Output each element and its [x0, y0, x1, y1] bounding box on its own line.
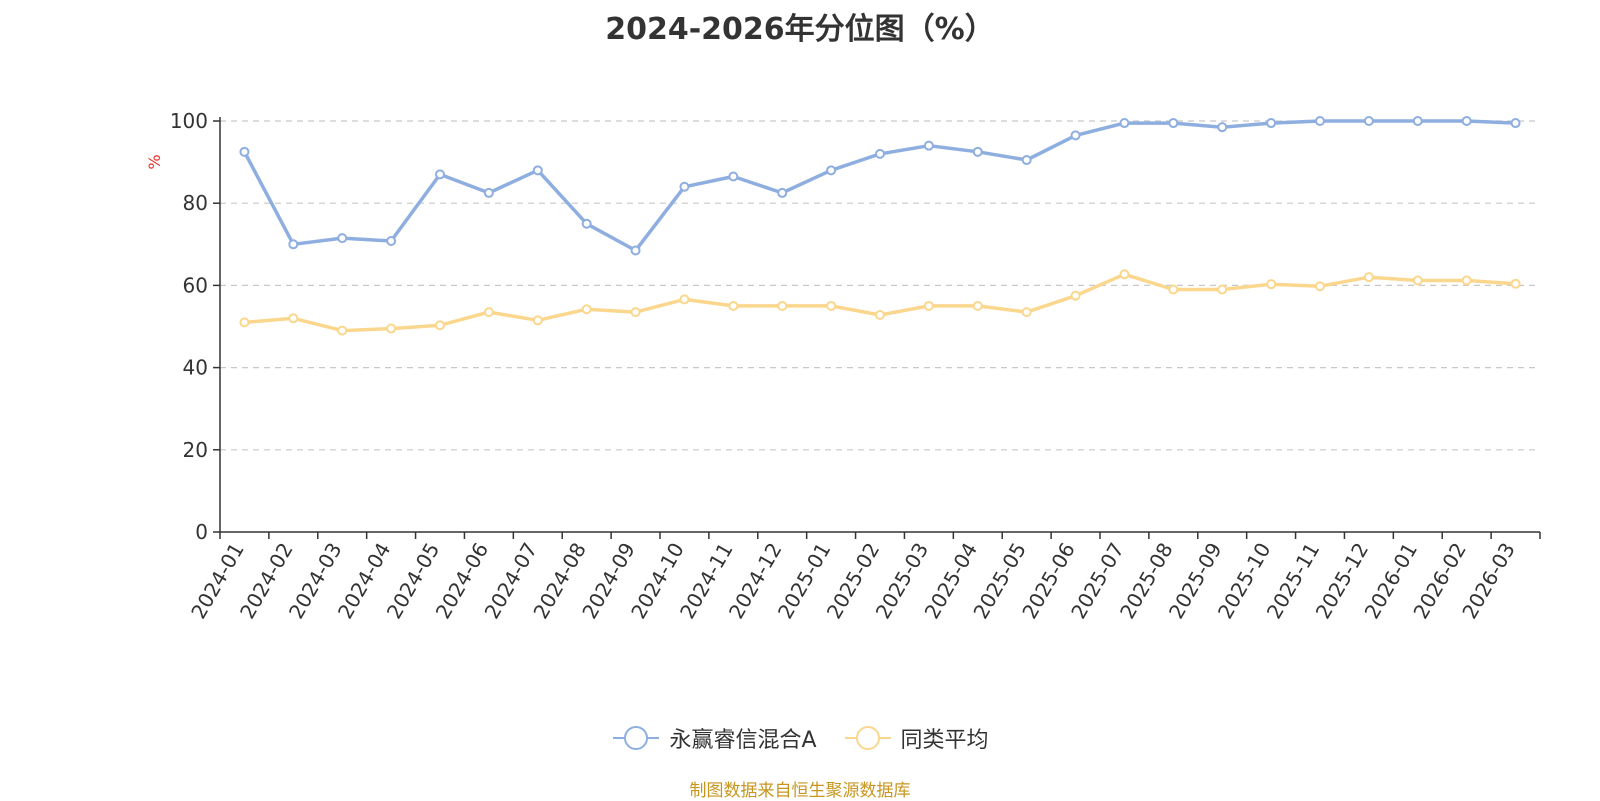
- data-point: [1510, 118, 1521, 129]
- data-point: [826, 300, 837, 311]
- series-line-1: [244, 272, 1516, 333]
- data-point: [386, 323, 397, 334]
- data-point: [483, 187, 494, 198]
- data-point: [1412, 116, 1423, 126]
- legend-marker-icon: [613, 726, 660, 750]
- legend-label: 永赢睿信混合A: [669, 728, 817, 753]
- data-point: [435, 320, 445, 331]
- data-point: [679, 294, 690, 305]
- grid-lines: [220, 120, 1540, 451]
- data-point: [1461, 275, 1472, 286]
- legend-item-0[interactable]: 永赢睿信混合A: [611, 722, 817, 754]
- data-point: [1315, 116, 1325, 126]
- data-point: [1119, 118, 1130, 129]
- ytick-label: 0: [195, 520, 208, 544]
- series-lines: [239, 116, 1521, 336]
- line-chart: 0204060801002024-012024-022024-032024-04…: [145, 109, 1541, 623]
- data-point: [1266, 118, 1277, 129]
- data-point: [1168, 284, 1179, 295]
- data-point: [337, 325, 348, 336]
- series-line-0: [242, 119, 1516, 253]
- data-point: [1119, 269, 1130, 280]
- data-point: [581, 218, 592, 229]
- ytick-label: 80: [183, 191, 208, 215]
- data-point: [630, 307, 641, 318]
- legend-item-1[interactable]: 同类平均: [843, 722, 989, 754]
- data-point: [239, 146, 250, 157]
- data-point: [1070, 290, 1081, 301]
- ytick-label: 20: [183, 438, 208, 462]
- data-point: [630, 245, 641, 256]
- data-point: [1315, 281, 1325, 292]
- data-point: [288, 313, 299, 324]
- data-point: [435, 169, 445, 180]
- data-point: [826, 165, 837, 176]
- ytick-label: 40: [183, 356, 208, 380]
- data-point: [728, 171, 739, 182]
- data-point: [875, 148, 885, 159]
- data-point: [239, 317, 250, 328]
- data-point: [1021, 307, 1032, 318]
- data-point: [1461, 116, 1472, 126]
- axes: 0204060801002024-012024-022024-032024-04…: [170, 109, 1541, 623]
- data-point: [483, 307, 494, 318]
- data-point: [1217, 122, 1228, 133]
- data-point: [532, 315, 543, 326]
- data-point: [972, 146, 983, 157]
- data-point: [875, 309, 885, 320]
- data-point: [1070, 130, 1081, 141]
- data-point: [337, 233, 348, 244]
- data-point: [1363, 272, 1374, 283]
- ytick-label: 100: [170, 109, 208, 133]
- data-point: [777, 187, 788, 198]
- data-point: [679, 181, 690, 192]
- data-point: [923, 140, 934, 151]
- data-point: [1266, 279, 1277, 290]
- data-point: [777, 300, 788, 311]
- legend: 永赢睿信混合A 同类平均: [0, 722, 1600, 754]
- data-point: [386, 236, 397, 247]
- data-point: [1510, 278, 1521, 289]
- data-point: [1217, 284, 1228, 295]
- chart-title: 2024-2026年分位图（%）: [605, 12, 995, 47]
- data-point: [1168, 118, 1179, 129]
- source-note: 制图数据来自恒生聚源数据库: [689, 781, 911, 801]
- legend-label: 同类平均: [900, 728, 989, 753]
- data-point: [1021, 155, 1032, 166]
- y-axis-label: %: [145, 154, 164, 169]
- data-point: [1363, 116, 1374, 126]
- data-point: [923, 300, 934, 311]
- data-point: [532, 165, 543, 176]
- ytick-label: 60: [183, 273, 208, 297]
- data-point: [972, 300, 983, 311]
- data-point: [288, 239, 299, 250]
- data-point: [1412, 275, 1423, 286]
- data-point: [581, 304, 592, 315]
- legend-marker-icon: [844, 726, 891, 750]
- data-point: [728, 300, 739, 311]
